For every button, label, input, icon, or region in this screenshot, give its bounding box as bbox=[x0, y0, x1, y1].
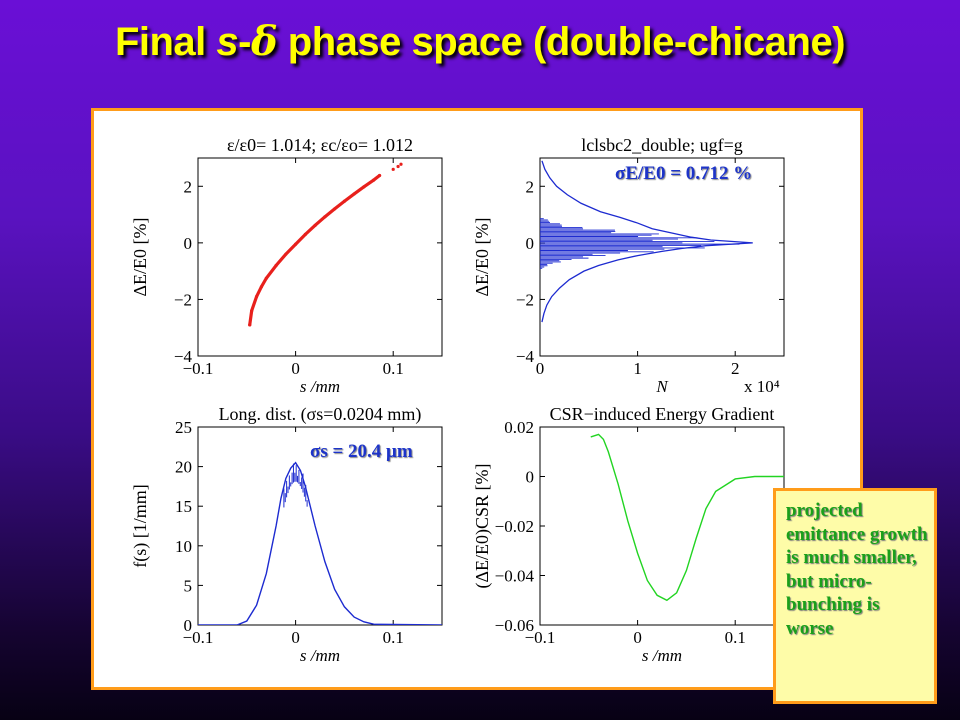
histogram-line bbox=[198, 461, 442, 625]
plot-frame bbox=[539, 426, 785, 626]
y-tick-label: 0.02 bbox=[504, 418, 534, 437]
series bbox=[540, 160, 753, 323]
chart-4: −0.1 0 0.1 −0.06 −0.04 −0.02 0 0.02 CSR−induced … bbox=[472, 404, 785, 665]
scatter-point bbox=[352, 192, 356, 196]
chart-2: 0 1 2 −4 −2 0 2 lclsbc2_double; ugf=g N ΔE/E0 [%]… bbox=[472, 135, 785, 396]
csr-gradient-line bbox=[590, 433, 784, 602]
chart-1: −0.1 0 0.1 −4 −2 0 2 ε/ε0= 1.014; εc/εo= 1.012 s… bbox=[130, 135, 443, 396]
scatter-point bbox=[323, 215, 327, 219]
y-tick-label: −2 bbox=[516, 290, 534, 309]
y-tick-label: −0.04 bbox=[495, 567, 535, 586]
scatter-point bbox=[362, 185, 366, 189]
chart-title: ε/ε0= 1.014; εc/εo= 1.012 bbox=[227, 135, 413, 155]
y-tick-label: 0 bbox=[526, 468, 535, 487]
slide-title: Final s-δ phase space (double-chicane) bbox=[114, 18, 846, 65]
x-tick-label: −0.1 bbox=[183, 359, 214, 378]
x-tick-label: 0 bbox=[291, 628, 300, 647]
scatter-point bbox=[391, 167, 395, 171]
scatter-point bbox=[372, 178, 376, 182]
scatter-point bbox=[250, 309, 254, 313]
x-tick-label: −0.1 bbox=[183, 628, 214, 647]
series bbox=[248, 162, 403, 327]
scatter-point bbox=[284, 252, 288, 256]
y-tick-label: 0 bbox=[184, 616, 193, 635]
scatter-point bbox=[313, 223, 317, 227]
x-tick-label: 0 bbox=[536, 359, 545, 378]
scatter-point bbox=[274, 263, 278, 268]
scatter-band bbox=[248, 173, 382, 327]
x-multiplier: x 10⁴ bbox=[744, 377, 780, 396]
y-tick-label: 10 bbox=[175, 537, 192, 556]
x-tick-label: 0.1 bbox=[383, 359, 404, 378]
y-tick-label: 2 bbox=[526, 177, 535, 196]
series bbox=[590, 433, 784, 602]
x-axis-label: N bbox=[655, 377, 669, 396]
y-tick-label: −0.06 bbox=[495, 616, 534, 635]
scatter-point bbox=[342, 199, 346, 203]
x-tick-label: 0 bbox=[291, 359, 300, 378]
chart-annotation: σs = 20.4 μm bbox=[310, 441, 413, 462]
y-tick-label: −4 bbox=[516, 347, 535, 366]
x-tick-label: 1 bbox=[633, 359, 642, 378]
y-tick-label: −2 bbox=[174, 290, 192, 309]
scatter-point bbox=[396, 164, 400, 169]
y-tick-label: 15 bbox=[175, 497, 192, 516]
plot-frame bbox=[197, 426, 443, 626]
y-tick-label: 0 bbox=[184, 234, 193, 253]
chart-title: CSR−induced Energy Gradient bbox=[550, 404, 775, 424]
y-axis-label: f(s) [1/mm] bbox=[130, 484, 151, 567]
plot-frame bbox=[197, 157, 443, 357]
x-axis-label: s /mm bbox=[642, 646, 682, 665]
scatter-point bbox=[264, 276, 268, 280]
note-box: projected emittance growth is much small… bbox=[773, 488, 937, 704]
scatter-point bbox=[259, 285, 264, 289]
series bbox=[198, 461, 442, 625]
chart-title: Long. dist. (σs=0.0204 mm) bbox=[219, 404, 422, 425]
scatter-point bbox=[333, 207, 337, 211]
scatter-point bbox=[303, 232, 307, 236]
x-tick-label: −0.1 bbox=[525, 628, 556, 647]
scatter-point bbox=[399, 162, 403, 166]
x-tick-label: 2 bbox=[731, 359, 740, 378]
chart-title: lclsbc2_double; ugf=g bbox=[581, 135, 743, 155]
y-axis-label: ΔE/E0 [%] bbox=[472, 217, 492, 296]
chart-annotation: σE/E0 = 0.712 % bbox=[615, 163, 752, 184]
y-tick-label: 2 bbox=[184, 177, 193, 196]
x-tick-label: 0.1 bbox=[383, 628, 404, 647]
y-tick-label: −4 bbox=[174, 347, 193, 366]
x-axis-label: s /mm bbox=[300, 377, 340, 396]
figure-panel: −0.1 0 0.1 −4 −2 0 2 ε/ε0= 1.014; εc/εo= 1.012 s… bbox=[91, 108, 863, 690]
x-tick-label: 0.1 bbox=[725, 628, 746, 647]
x-tick-label: 0 bbox=[633, 628, 642, 647]
y-tick-label: 5 bbox=[184, 576, 193, 595]
y-tick-label: 25 bbox=[175, 418, 192, 437]
y-axis-label: (ΔE/E0)CSR [%] bbox=[472, 463, 493, 588]
y-axis-label: ΔE/E0 [%] bbox=[130, 217, 150, 296]
scatter-point bbox=[294, 242, 298, 246]
x-axis-label: s /mm bbox=[300, 646, 340, 665]
y-tick-label: −0.02 bbox=[495, 517, 534, 536]
histogram-outline bbox=[541, 160, 753, 323]
y-tick-label: 20 bbox=[175, 458, 192, 477]
scatter-point bbox=[377, 173, 382, 178]
scatter-point bbox=[248, 323, 252, 327]
y-tick-label: 0 bbox=[526, 234, 535, 253]
scatter-point bbox=[254, 295, 259, 299]
